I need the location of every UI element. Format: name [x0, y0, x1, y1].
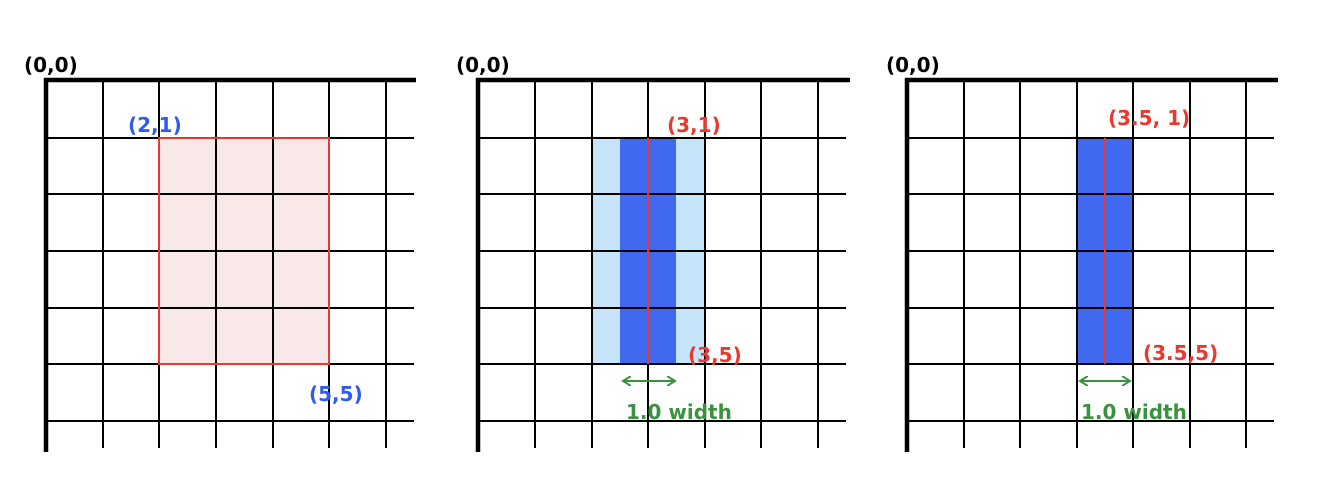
panel-3-grid [907, 80, 1274, 448]
panel-3: (0,0) (3.5, 1) (3.5,5) 1.0 width [886, 53, 1278, 452]
panel-1: (0,0) (2,1) (5,5) [24, 53, 416, 452]
panel-2: (0,0) (3,1) (3,5) 1.0 width [456, 53, 850, 452]
panel-1-highlight-border [158, 137, 330, 365]
panel-1-top-left-label: (2,1) [128, 113, 182, 137]
panel-3-top-label: (3.5, 1) [1108, 106, 1190, 130]
panel-2-grid [478, 80, 846, 448]
panel-1-bottom-right-label: (5,5) [309, 382, 363, 406]
panel-2-origin-label: (0,0) [456, 53, 510, 77]
panel-3-width-label: 1.0 width [1081, 400, 1187, 424]
panel-2-bottom-label: (3,5) [688, 343, 742, 367]
panel-2-top-label: (3,1) [667, 113, 721, 137]
panel-1-origin-label: (0,0) [24, 53, 78, 77]
panel-3-bottom-label: (3.5,5) [1143, 341, 1218, 365]
panel-3-origin-label: (0,0) [886, 53, 940, 77]
panel-2-width-label: 1.0 width [626, 400, 732, 424]
